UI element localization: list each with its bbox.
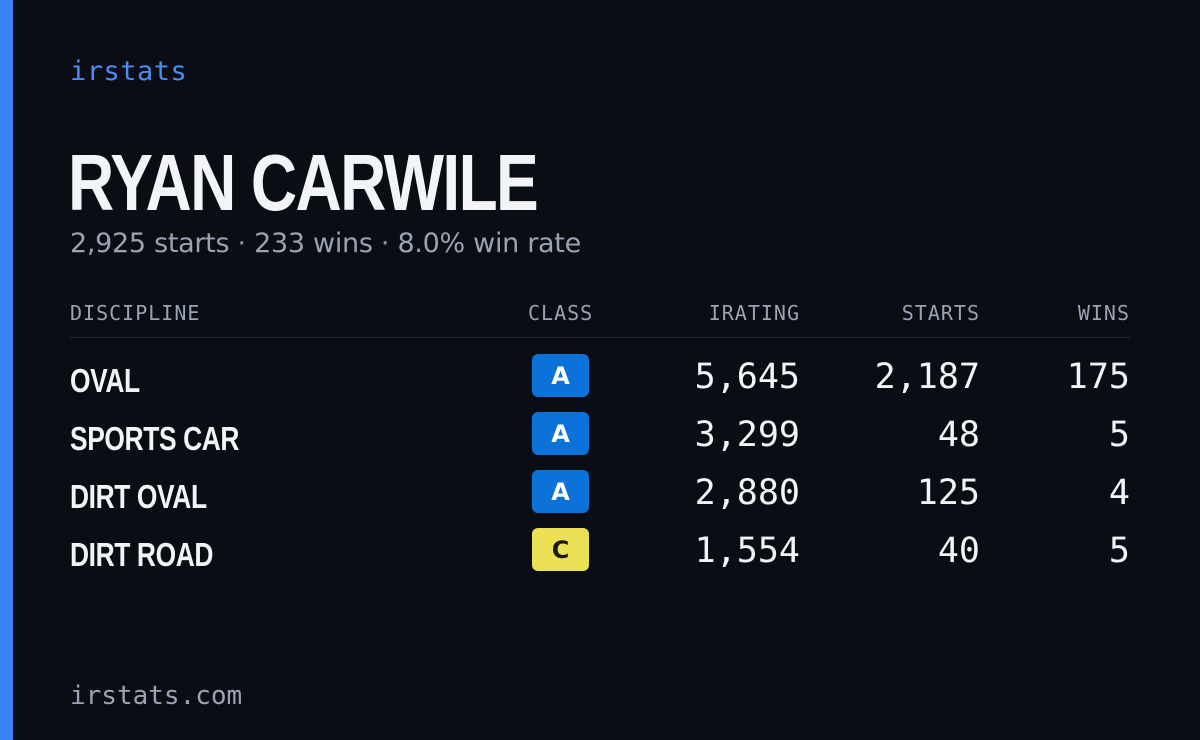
column-header-starts: STARTS xyxy=(901,301,980,325)
header-divider xyxy=(70,337,1130,338)
table-row: DIRT OVAL A 2,880 125 4 xyxy=(0,470,1200,528)
discipline-name: OVAL xyxy=(70,362,140,399)
column-header-class: CLASS xyxy=(528,301,594,325)
column-header-wins: WINS xyxy=(1077,301,1130,325)
win-rate: 8.0% win rate xyxy=(397,228,582,259)
accent-bar xyxy=(0,0,13,740)
starts-value: 125 xyxy=(916,473,980,513)
irating-value: 2,880 xyxy=(694,473,800,513)
column-header-discipline: DISCIPLINE xyxy=(70,301,201,325)
wins-value: 4 xyxy=(1108,473,1130,513)
table-row: DIRT ROAD C 1,554 40 5 xyxy=(0,528,1200,586)
irating-value: 5,645 xyxy=(694,357,800,397)
discipline-name: DIRT ROAD xyxy=(70,536,214,573)
player-summary: 2,925 starts · 233 wins · 8.0% win rate xyxy=(70,228,581,259)
starts-value: 40 xyxy=(937,531,980,571)
player-name: RYAN CARWILE xyxy=(68,138,539,227)
total-wins: 233 wins xyxy=(254,228,373,259)
starts-value: 48 xyxy=(937,415,980,455)
table-row: SPORTS CAR A 3,299 48 5 xyxy=(0,412,1200,470)
class-badge: A xyxy=(532,354,589,397)
footer-site-url[interactable]: irstats.com xyxy=(70,681,243,711)
class-badge: A xyxy=(532,412,589,455)
total-starts: 2,925 starts xyxy=(70,228,230,259)
separator: · xyxy=(237,228,247,259)
irating-value: 1,554 xyxy=(694,531,800,571)
class-badge: C xyxy=(532,528,589,571)
wins-value: 175 xyxy=(1066,357,1130,397)
separator: · xyxy=(380,228,390,259)
starts-value: 2,187 xyxy=(874,357,980,397)
wins-value: 5 xyxy=(1108,415,1130,455)
discipline-name: SPORTS CAR xyxy=(70,420,240,457)
class-badge: A xyxy=(532,470,589,513)
wins-value: 5 xyxy=(1108,531,1130,571)
irating-value: 3,299 xyxy=(694,415,800,455)
brand-logo-text: irstats xyxy=(70,56,188,87)
table-row: OVAL A 5,645 2,187 175 xyxy=(0,354,1200,412)
column-header-irating: IRATING xyxy=(708,301,800,325)
discipline-name: DIRT OVAL xyxy=(70,478,207,515)
